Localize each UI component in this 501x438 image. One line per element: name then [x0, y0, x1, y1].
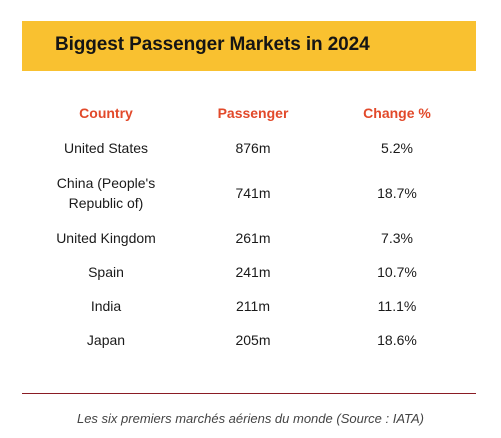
caption: Les six premiers marchés aériens du mond… [76, 411, 425, 426]
cell-country: China (People's Republic of) [40, 165, 172, 221]
cell-passenger: 211m [236, 298, 270, 314]
cell-change: 10.7% [377, 264, 417, 280]
cell-change: 5.2% [381, 140, 413, 156]
cell-passenger: 741m [235, 185, 271, 201]
divider [22, 393, 476, 394]
cell-passenger: 241m [235, 264, 271, 280]
page-title: Biggest Passenger Markets in 2024 [55, 34, 370, 55]
cell-country: United Kingdom [56, 230, 156, 246]
table-row: Japan 205m 18.6% [40, 323, 460, 357]
passenger-markets-table: Country Passenger Change % United States… [40, 95, 460, 357]
cell-passenger: 205m [235, 332, 271, 348]
cell-country: United States [63, 140, 149, 156]
table-row: United Kingdom 261m 7.3% [40, 221, 460, 255]
cell-country: Spain [88, 264, 124, 280]
table-row: China (People's Republic of) 741m 18.7% [40, 165, 460, 221]
table-header-row: Country Passenger Change % [40, 95, 460, 131]
cell-country: India [90, 298, 122, 314]
title-banner: Biggest Passenger Markets in 2024 [22, 21, 476, 71]
cell-passenger: 876m [235, 140, 271, 156]
column-header-country: Country [79, 105, 133, 121]
cell-change: 7.3% [381, 230, 413, 246]
cell-country: Japan [86, 332, 126, 348]
cell-passenger: 261m [235, 230, 271, 246]
cell-country-text: China (People's Republic of) [56, 175, 156, 211]
table-row: United States 876m 5.2% [40, 131, 460, 165]
cell-change: 18.6% [377, 332, 417, 348]
column-header-passenger: Passenger [217, 105, 289, 121]
cell-change: 18.7% [377, 185, 417, 201]
cell-change: 11.1% [377, 298, 417, 314]
table-row: Spain 241m 10.7% [40, 255, 460, 289]
column-header-change: Change % [363, 105, 431, 121]
table-row: India 211m 11.1% [40, 289, 460, 323]
